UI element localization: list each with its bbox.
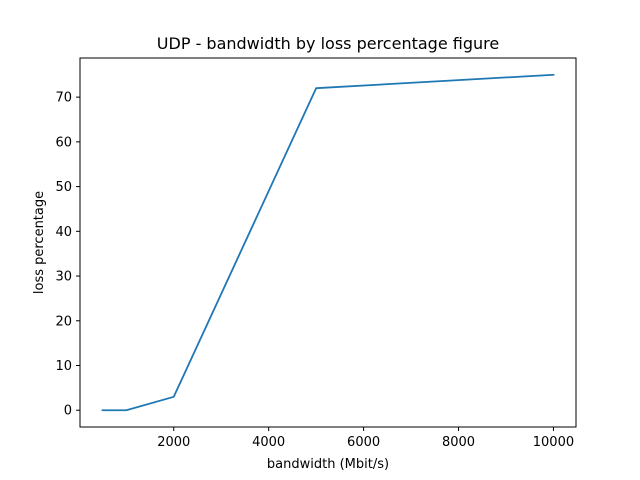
x-tick-label-10000: 10000 <box>533 435 574 450</box>
plot-frame <box>79 57 577 428</box>
y-tick-label-40: 40 <box>55 225 72 240</box>
series-line-0 <box>101 73 555 412</box>
y-tick-label-30: 30 <box>55 270 72 285</box>
y-axis-label: loss percentage <box>32 191 47 294</box>
y-tick-label-0: 0 <box>64 404 72 419</box>
x-axis: 2000 4000 6000 8000 10000 <box>157 427 574 450</box>
x-tick-label-8000: 8000 <box>442 435 475 450</box>
y-axis: 0 10 20 30 40 50 60 70 <box>55 91 80 419</box>
y-tick-label-20: 20 <box>55 314 72 329</box>
series-layer <box>101 73 555 412</box>
y-tick-label-60: 60 <box>55 135 72 150</box>
x-tick-label-4000: 4000 <box>252 435 285 450</box>
x-tick-label-6000: 6000 <box>347 435 380 450</box>
x-tick-label-2000: 2000 <box>157 435 190 450</box>
y-tick-label-10: 10 <box>55 359 72 374</box>
y-tick-label-50: 50 <box>55 180 72 195</box>
chart-title: UDP - bandwidth by loss percentage figur… <box>157 34 499 53</box>
x-axis-label: bandwidth (Mbit/s) <box>267 457 389 472</box>
y-tick-label-70: 70 <box>55 91 72 106</box>
